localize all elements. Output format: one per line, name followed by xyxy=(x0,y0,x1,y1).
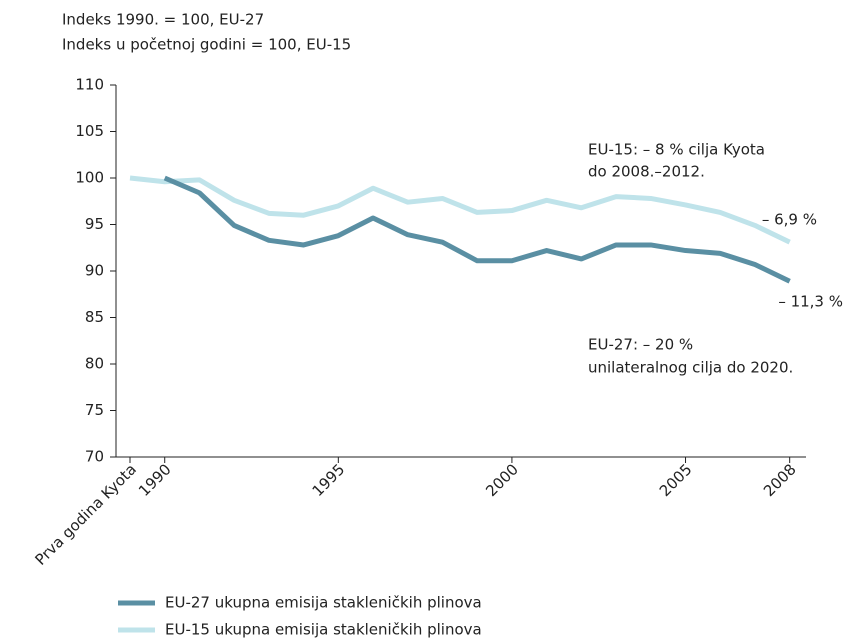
annotation: – 11,3 % xyxy=(778,293,843,311)
y-tick-label: 105 xyxy=(75,122,104,140)
y-tick-label: 90 xyxy=(85,262,104,280)
subtitle: Indeks 1990. = 100, EU-27 xyxy=(62,11,264,29)
series-line xyxy=(163,175,791,284)
legend-label: EU-15 ukupna emisija stakleničkih plinov… xyxy=(165,621,482,639)
annotation: EU-27: – 20 % xyxy=(588,336,693,354)
series-line xyxy=(129,175,791,245)
x-tick-label: 1995 xyxy=(309,460,349,500)
y-tick-label: 80 xyxy=(85,355,104,373)
y-tick-label: 110 xyxy=(75,76,104,94)
x-tick-label: 2000 xyxy=(482,460,522,500)
x-tick-label: 2005 xyxy=(656,460,696,500)
x-tick-label: 1990 xyxy=(135,460,175,500)
legend-label: EU-27 ukupna emisija stakleničkih plinov… xyxy=(165,594,482,612)
annotation: do 2008.–2012. xyxy=(588,163,705,181)
y-tick-label: 70 xyxy=(85,448,104,466)
y-tick-label: 100 xyxy=(75,169,104,187)
y-tick-label: 95 xyxy=(85,215,104,233)
annotation: unilateralnog cilja do 2020. xyxy=(588,359,793,377)
annotation: EU-15: – 8 % cilja Kyota xyxy=(588,141,765,159)
subtitle: Indeks u početnoj godini = 100, EU-15 xyxy=(62,36,351,54)
x-tick-label: Prva godina Kyota xyxy=(31,460,140,569)
annotation: – 6,9 % xyxy=(762,211,817,229)
y-tick-label: 85 xyxy=(85,308,104,326)
x-tick-label: 2008 xyxy=(760,460,800,500)
y-tick-label: 75 xyxy=(85,401,104,419)
